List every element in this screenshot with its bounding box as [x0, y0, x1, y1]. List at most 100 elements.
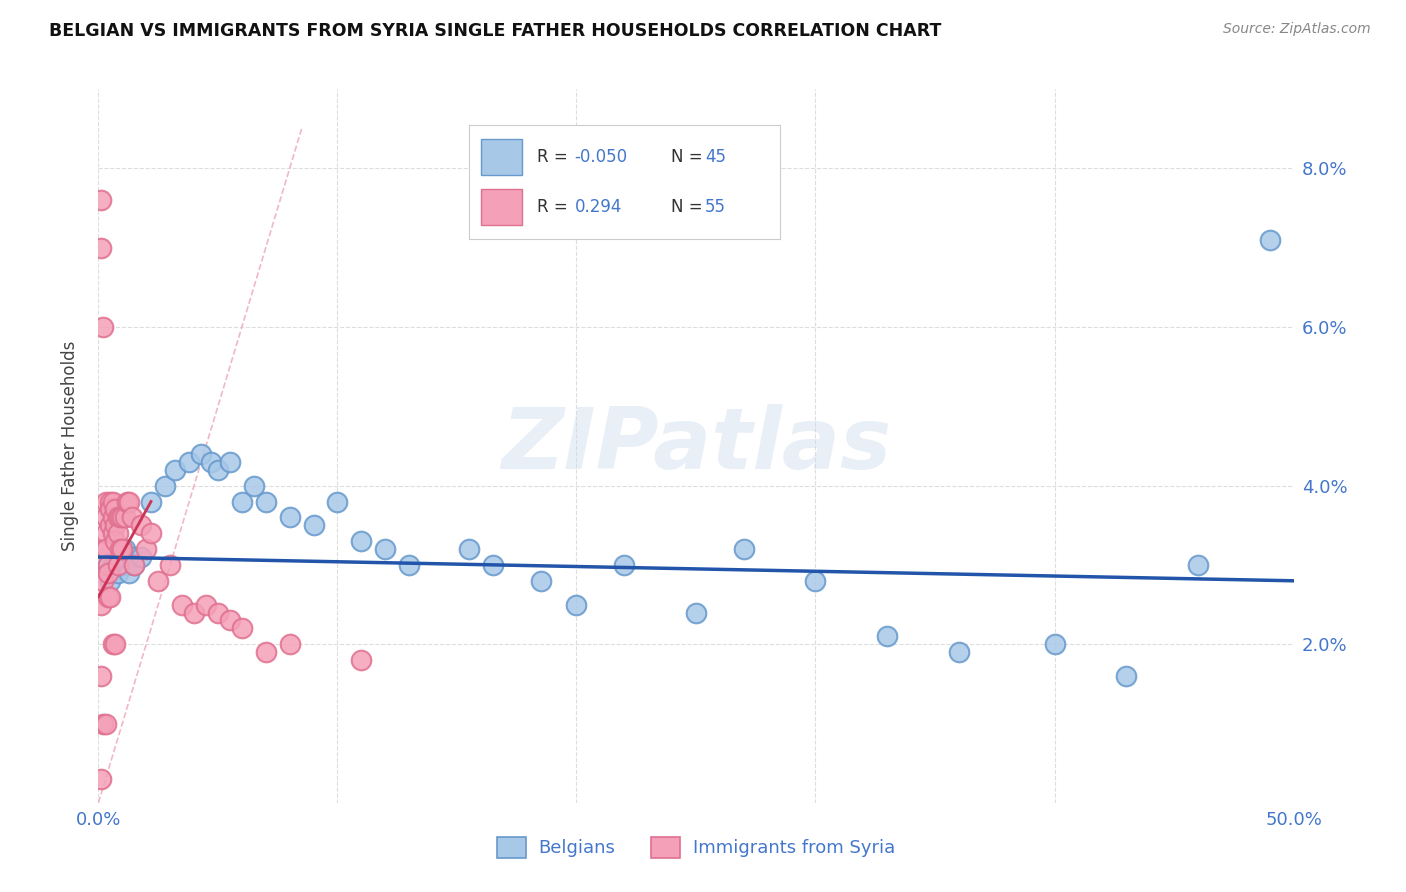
Point [97, 566, 120, 580]
Point [194, 598, 218, 612]
Point [91, 320, 114, 334]
Point [350, 653, 373, 667]
Point [139, 494, 162, 508]
Point [104, 502, 127, 516]
Point [111, 542, 134, 557]
Point [104, 518, 127, 533]
Point [97, 558, 120, 572]
Point [108, 542, 131, 557]
Point [131, 518, 153, 533]
Point [97, 558, 120, 572]
Point [98, 502, 122, 516]
Point [804, 574, 827, 588]
Text: R =: R = [537, 148, 574, 166]
Text: ZIPatlas: ZIPatlas [501, 404, 891, 488]
Point [108, 510, 131, 524]
Point [876, 629, 898, 643]
Point [124, 558, 146, 572]
Point [139, 526, 162, 541]
Point [98, 574, 122, 588]
Point [613, 558, 636, 572]
Point [685, 606, 707, 620]
Point [1187, 558, 1209, 572]
Point [121, 510, 143, 524]
Point [94, 716, 117, 731]
Point [94, 542, 117, 557]
Point [243, 478, 266, 492]
Point [97, 590, 120, 604]
Point [94, 510, 117, 524]
Point [118, 566, 141, 580]
Point [91, 574, 114, 588]
Point [254, 645, 277, 659]
Point [121, 549, 143, 564]
Point [159, 558, 181, 572]
Text: 45: 45 [704, 148, 725, 166]
Point [98, 494, 122, 508]
Text: -0.050: -0.050 [575, 148, 627, 166]
Text: Source: ZipAtlas.com: Source: ZipAtlas.com [1223, 22, 1371, 37]
Point [326, 494, 349, 508]
Point [190, 447, 212, 461]
Point [101, 494, 124, 508]
Point [1258, 233, 1281, 247]
Point [529, 574, 551, 588]
Point [91, 716, 114, 731]
Point [108, 542, 131, 557]
Point [104, 534, 127, 549]
Point [98, 590, 122, 604]
Point [115, 494, 138, 508]
Point [94, 526, 117, 541]
Point [155, 478, 177, 492]
Point [135, 542, 157, 557]
Point [114, 510, 136, 524]
Point [107, 566, 129, 580]
Point [107, 510, 129, 524]
Point [90, 772, 112, 786]
Text: N =: N = [671, 198, 707, 216]
Point [207, 606, 229, 620]
Bar [481, 138, 522, 175]
Point [90, 193, 112, 207]
Point [219, 455, 242, 469]
Point [302, 518, 325, 533]
Point [101, 510, 124, 524]
Point [254, 494, 277, 508]
Point [1115, 669, 1137, 683]
Point [458, 542, 481, 557]
Text: 0.294: 0.294 [575, 198, 621, 216]
Point [131, 549, 153, 564]
Text: N =: N = [671, 148, 707, 166]
Point [200, 455, 222, 469]
Point [101, 558, 124, 572]
Point [148, 574, 170, 588]
Point [107, 526, 129, 541]
Point [350, 534, 373, 549]
Point [90, 598, 112, 612]
Point [374, 542, 396, 557]
Point [231, 621, 253, 635]
Point [278, 510, 301, 524]
Point [124, 558, 146, 572]
Point [90, 241, 112, 255]
Text: BELGIAN VS IMMIGRANTS FROM SYRIA SINGLE FATHER HOUSEHOLDS CORRELATION CHART: BELGIAN VS IMMIGRANTS FROM SYRIA SINGLE … [49, 22, 942, 40]
Point [172, 598, 194, 612]
Point [90, 669, 112, 683]
Point [107, 558, 129, 572]
Point [98, 518, 122, 533]
Point [948, 645, 970, 659]
Point [231, 494, 253, 508]
Point [111, 510, 134, 524]
Point [91, 542, 114, 557]
Y-axis label: Single Father Households: Single Father Households [60, 341, 79, 551]
Point [219, 614, 242, 628]
Point [481, 558, 505, 572]
Point [118, 494, 141, 508]
Text: 55: 55 [704, 198, 725, 216]
Point [398, 558, 420, 572]
Legend: Belgians, Immigrants from Syria: Belgians, Immigrants from Syria [489, 830, 903, 865]
Point [104, 637, 127, 651]
Point [163, 463, 186, 477]
Point [179, 455, 201, 469]
Point [278, 637, 301, 651]
